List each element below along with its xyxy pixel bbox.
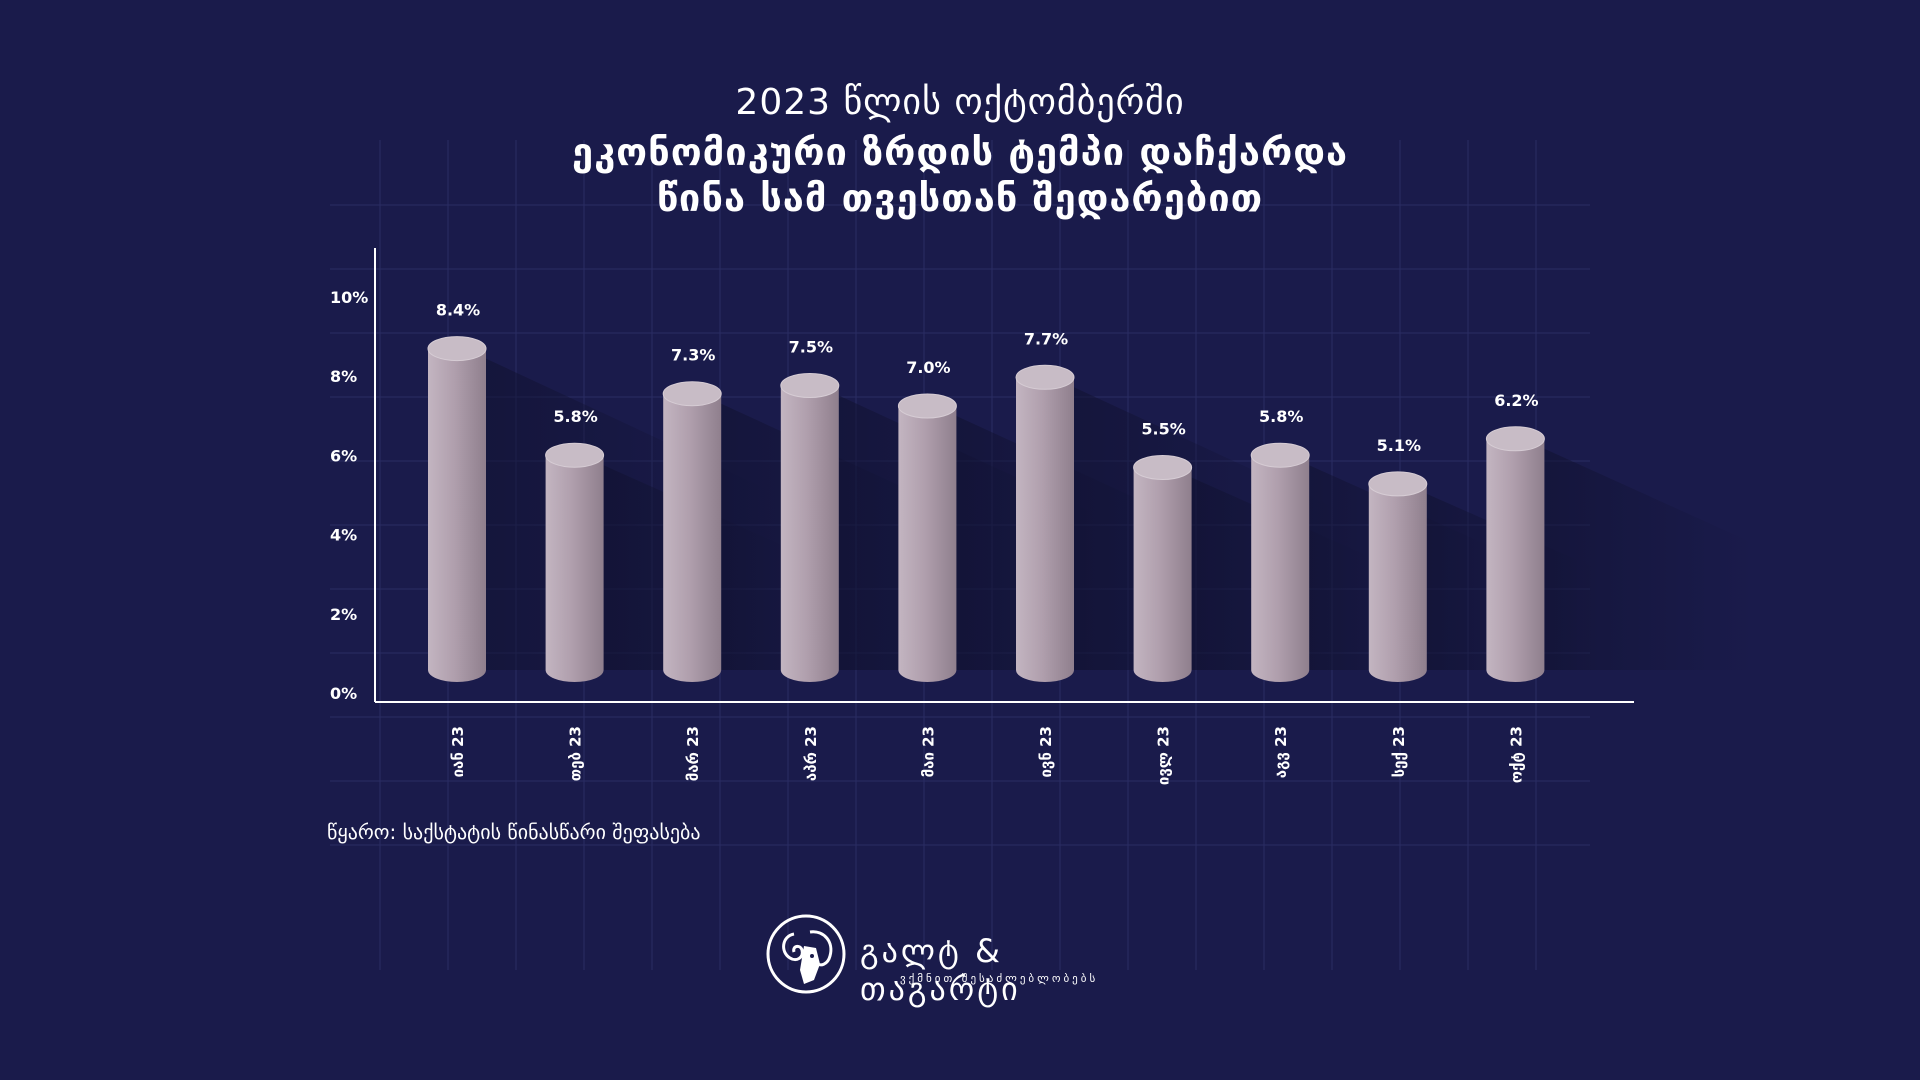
- bar: [545, 455, 604, 682]
- value-label: 5.1%: [1377, 436, 1421, 455]
- axes: [374, 248, 1634, 703]
- y-tick-label: 4%: [330, 526, 357, 545]
- y-tick-label: 6%: [330, 446, 357, 465]
- bar: [1368, 483, 1427, 682]
- x-tick-label: აგვ 23: [1272, 726, 1290, 778]
- x-tick-label: იან 23: [449, 726, 467, 777]
- value-label: 8.4%: [436, 301, 480, 320]
- bar-shadow: [1544, 448, 1753, 670]
- value-label: 5.5%: [1141, 420, 1185, 439]
- bar: [1251, 455, 1310, 682]
- bar-top: [662, 381, 722, 407]
- value-label: 6.2%: [1494, 391, 1538, 410]
- value-label: 5.8%: [553, 407, 597, 426]
- x-tick-label: ივლ 23: [1155, 726, 1173, 785]
- bar: [780, 385, 839, 682]
- tick-labels: 0% 2% 4% 6% 8% 10% იან 23 თებ 23 მარ 23 აპრ 23 მაი…: [330, 288, 1525, 785]
- x-tick-label: მარ 23: [684, 726, 702, 781]
- bar-top: [897, 393, 957, 419]
- bar: [428, 348, 486, 682]
- bar: [663, 393, 722, 682]
- value-label: 7.3%: [671, 346, 715, 365]
- logo: გალტ & თაგარტი ვქმნით შესაძლებლობებს: [764, 912, 1164, 1008]
- bar-top: [545, 442, 605, 468]
- bar-top: [1368, 471, 1428, 497]
- bar-top: [427, 336, 487, 362]
- x-tick-label: ოქტ 23: [1507, 726, 1525, 783]
- x-tick-label: სექ 23: [1390, 726, 1408, 777]
- y-tick-label: 8%: [330, 367, 357, 386]
- bars: [427, 336, 1545, 682]
- value-label: 5.8%: [1259, 407, 1303, 426]
- value-labels: 8.4% 5.8% 7.3% 7.5% 7.0% 7.7% 5.5% 5.8% 5.1% 6.2%: [436, 301, 1539, 455]
- x-tick-label: აპრ 23: [802, 726, 820, 781]
- bar-top: [1250, 442, 1310, 468]
- y-tick-label: 2%: [330, 605, 357, 624]
- bar-top: [1133, 455, 1193, 480]
- bar: [1133, 467, 1192, 682]
- value-label: 7.5%: [789, 338, 833, 357]
- x-tick-label: ივნ 23: [1037, 726, 1055, 778]
- bar-top: [780, 373, 840, 398]
- bar: [1486, 438, 1545, 682]
- x-tick-label: თებ 23: [567, 726, 585, 781]
- bar-top: [1485, 426, 1545, 452]
- bar: [898, 406, 957, 682]
- logo-tagline: ვქმნით შესაძლებლობებს: [900, 972, 1099, 985]
- source-note: წყარო: საქსტატის წინასწარი შეფასება: [327, 820, 701, 844]
- logo-name: გალტ & თაგარტი: [860, 932, 1021, 1008]
- chart-title-line-1: 2023 წლის ოქტომბერში: [735, 82, 1185, 123]
- chart-title-line-3: წინა სამ თვესთან შედარებით: [656, 176, 1264, 220]
- chart-title-line-2: ეკონომიკური ზრდის ტემპი დაჩქარდა: [571, 130, 1349, 174]
- value-label: 7.0%: [906, 358, 950, 377]
- bar-top: [1015, 364, 1075, 390]
- y-tick-label: 10%: [330, 288, 368, 307]
- y-tick-label: 0%: [330, 684, 357, 703]
- value-label: 7.7%: [1024, 329, 1068, 348]
- x-tick-label: მაი 23: [919, 726, 937, 777]
- bar: [1016, 377, 1074, 682]
- ram-head-icon: [766, 914, 846, 994]
